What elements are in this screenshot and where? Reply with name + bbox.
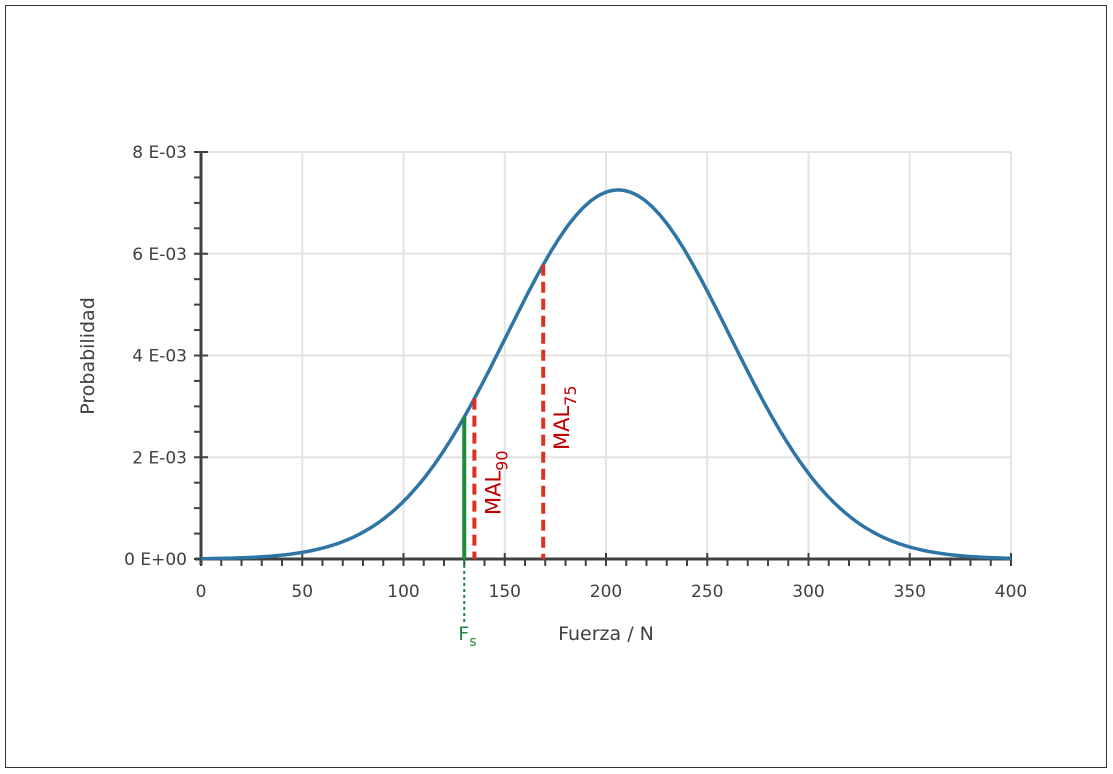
x-axis-label: Fuerza / N bbox=[558, 623, 654, 645]
y-tick-label: 4 E-03 bbox=[132, 347, 187, 367]
x-tick-label: 400 bbox=[995, 582, 1027, 602]
mal75-label-subscript: 75 bbox=[561, 385, 580, 405]
mal75-label: MAL75 bbox=[550, 385, 580, 450]
x-tick-label: 200 bbox=[590, 582, 622, 602]
distribution-curve bbox=[200, 188, 1012, 561]
y-tick-label: 0 E+00 bbox=[124, 550, 187, 570]
y-axis-label: Probabilidad bbox=[77, 297, 99, 415]
chart-frame bbox=[5, 5, 1107, 768]
x-tick-label: 350 bbox=[894, 582, 926, 602]
y-tick-label: 2 E-03 bbox=[132, 448, 187, 468]
x-tick-label: 250 bbox=[691, 582, 723, 602]
x-tick-label: 300 bbox=[792, 582, 824, 602]
fs-label-subscript: s bbox=[469, 634, 476, 650]
mal90-label-subscript: 90 bbox=[492, 450, 511, 470]
x-tick-label: 50 bbox=[291, 582, 313, 602]
mal90-label: MAL90 bbox=[481, 450, 511, 515]
x-tick-label: 100 bbox=[387, 582, 419, 602]
x-tick-label: 0 bbox=[196, 582, 207, 602]
y-tick-label: 6 E-03 bbox=[132, 245, 187, 265]
fs-label: Fs bbox=[458, 623, 476, 650]
x-tick-label: 150 bbox=[489, 582, 521, 602]
y-tick-label: 8 E-03 bbox=[132, 143, 187, 163]
